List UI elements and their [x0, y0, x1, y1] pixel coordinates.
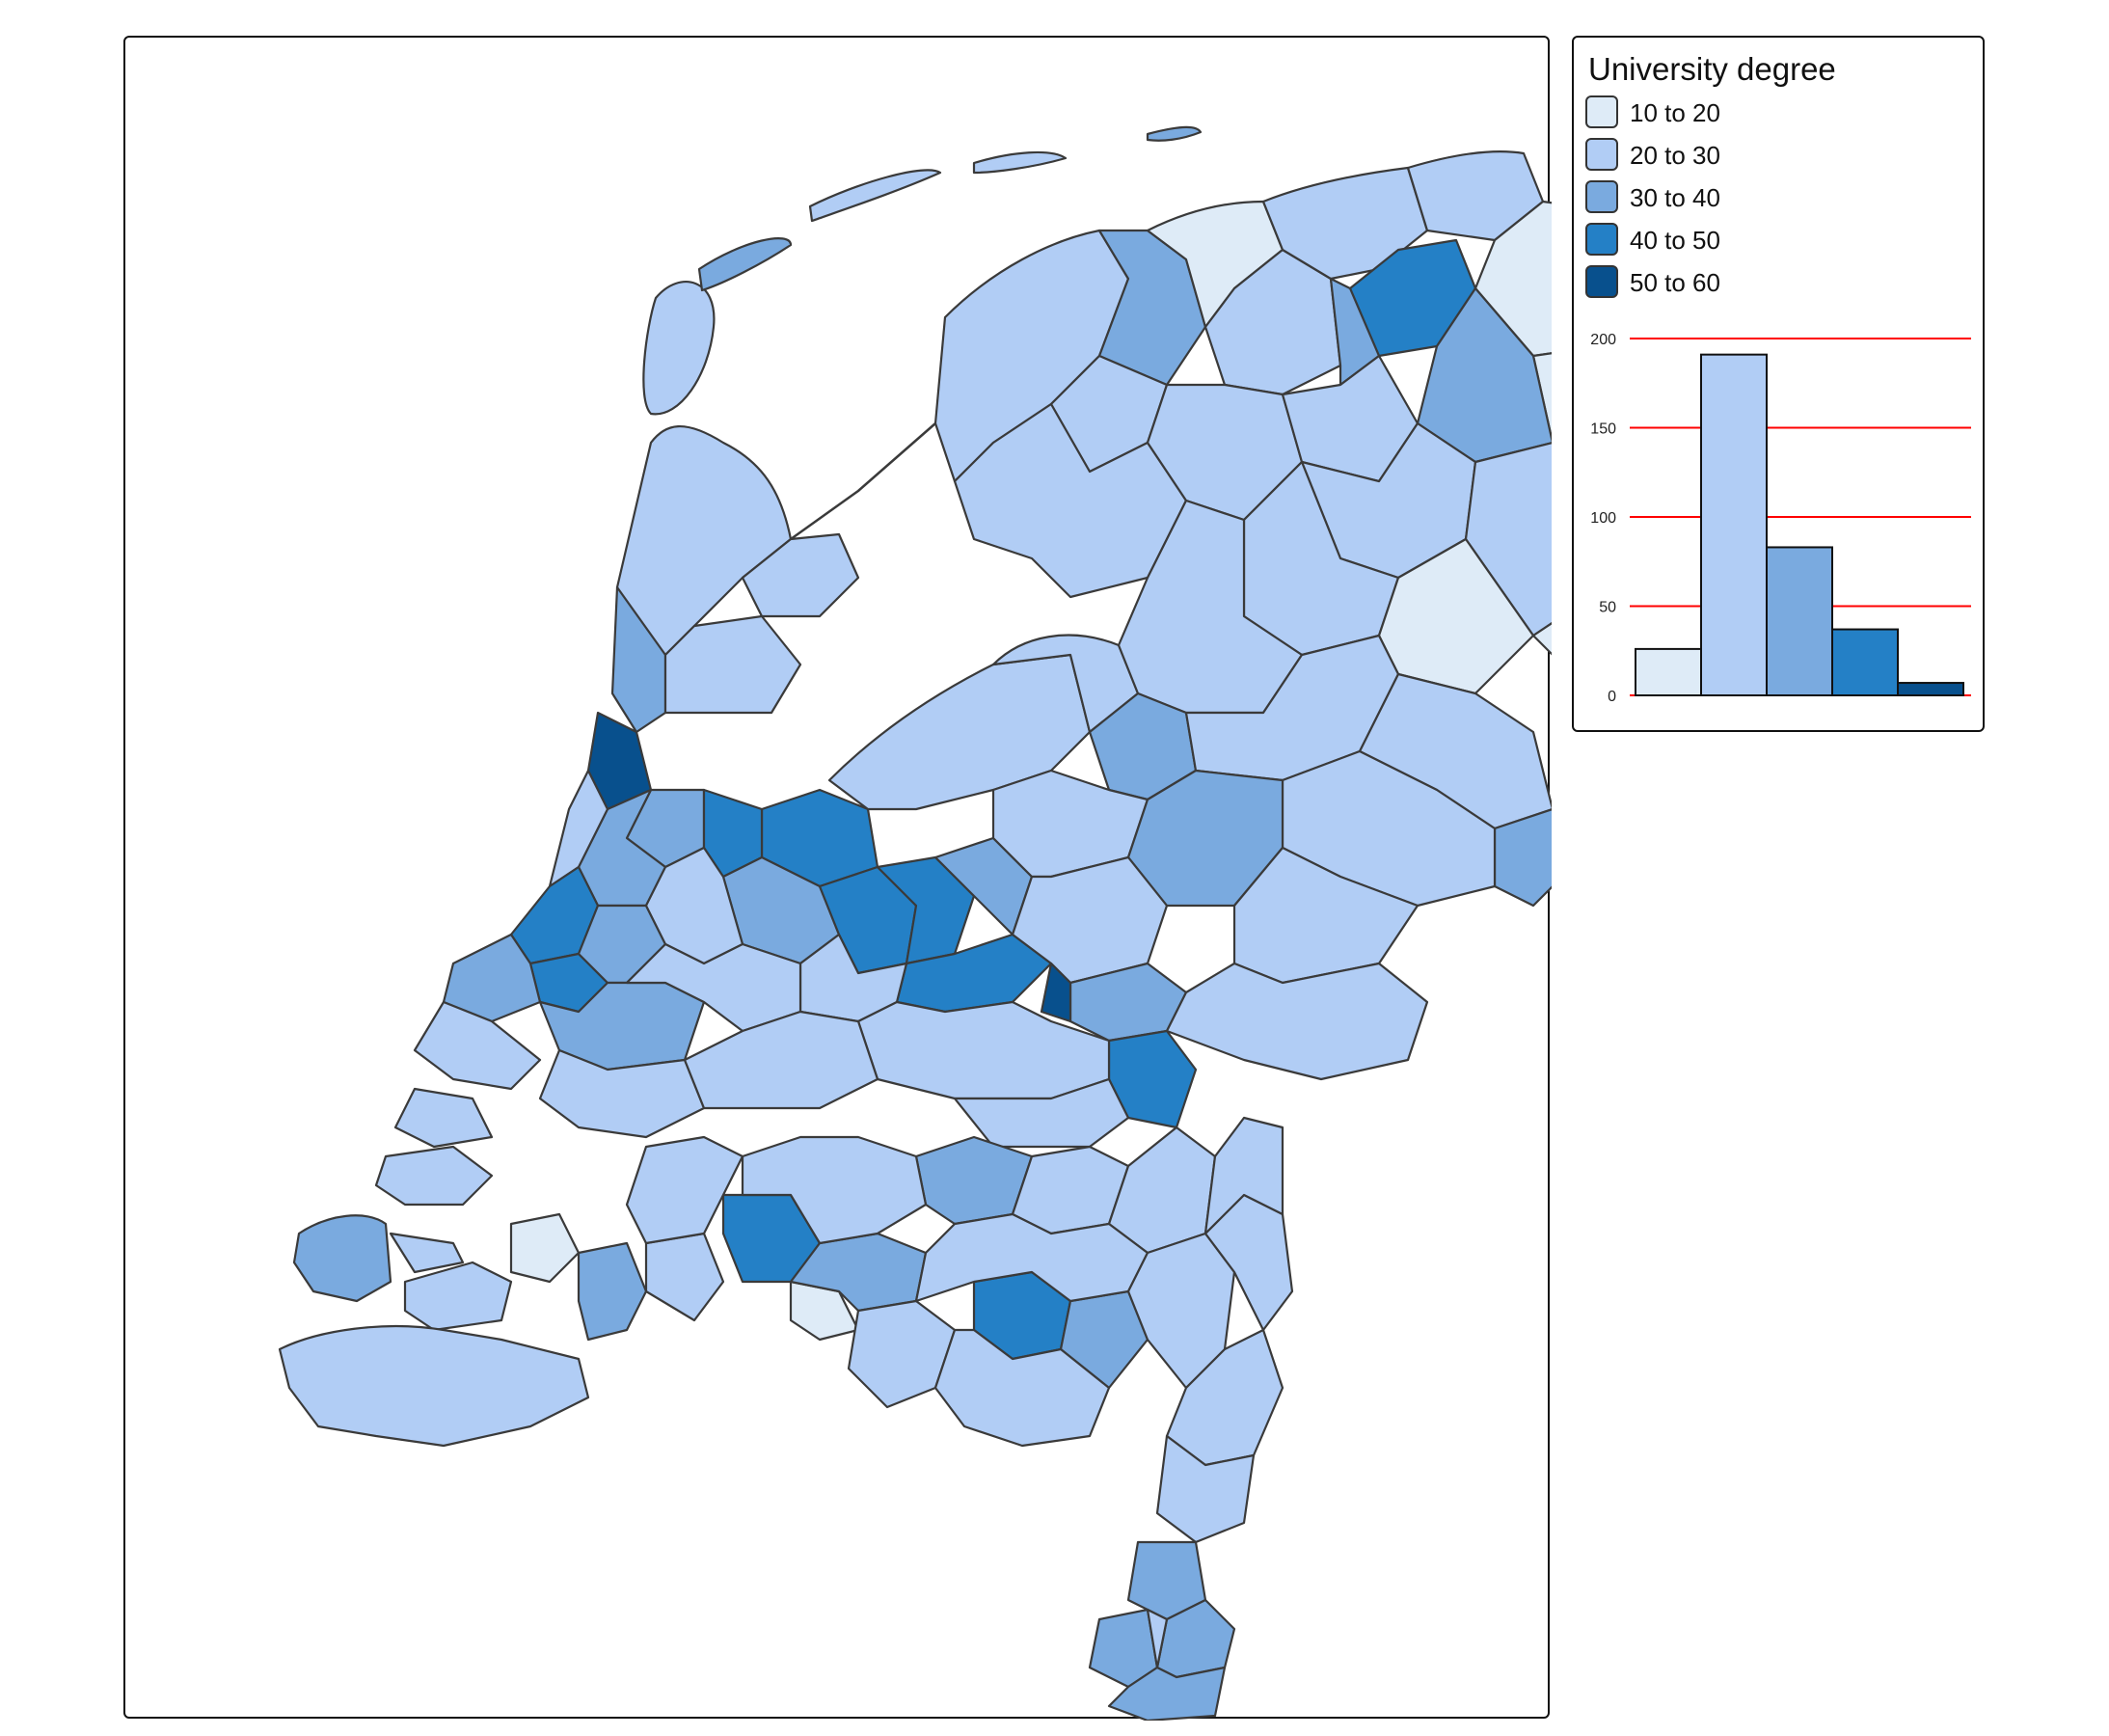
legend-swatch [1585, 180, 1618, 213]
region-alkmaar [610, 585, 667, 734]
region-schouwen [374, 1145, 494, 1207]
island-schiermonnikoog [1146, 125, 1203, 142]
region-achterhoek [1165, 962, 1429, 1081]
region-emmen [1531, 622, 1552, 656]
legend-swatch [1585, 138, 1618, 171]
histogram-bar-4 [1831, 628, 1899, 696]
region-walcheren [292, 1214, 392, 1303]
legend-item-50-60: 50 to 60 [1585, 265, 1971, 304]
y-tick-label: 150 [1590, 421, 1616, 438]
region-zuid-beveland [403, 1261, 513, 1332]
y-tick-label: 0 [1608, 689, 1616, 705]
y-tick-label: 50 [1599, 600, 1616, 616]
afsluitdijk [790, 422, 936, 541]
island-texel [642, 281, 716, 416]
region-roosendaal [644, 1232, 725, 1322]
region-drechtsteden [683, 1010, 879, 1110]
region-noord-beveland [389, 1232, 465, 1274]
legend-swatch [1585, 95, 1618, 128]
netherlands-municipality-map[interactable] [125, 38, 1552, 1721]
legend-title: University degree [1588, 51, 1836, 87]
legend-label: 20 to 30 [1630, 141, 1720, 170]
legend-label: 50 to 60 [1630, 268, 1720, 297]
y-tick-label: 100 [1590, 510, 1616, 527]
region-waalwijk [741, 1135, 928, 1245]
legend-histogram: 0 50 100 150 200 [1590, 332, 1971, 705]
legend-item-30-40: 30 to 40 [1585, 180, 1971, 219]
legend-label: 30 to 40 [1630, 183, 1720, 212]
island-terschelling [808, 169, 942, 223]
region-hoeksche-waard [538, 1048, 706, 1139]
region-heuvelland [1107, 1666, 1227, 1721]
region-rivierenland [856, 1000, 1111, 1100]
legend-swatch [1585, 223, 1618, 256]
island-ameland [972, 150, 1068, 175]
region-zeeuws-vlaanderen [278, 1324, 590, 1448]
region-uden [1107, 1126, 1217, 1255]
region-zaanstreek [663, 614, 802, 715]
region-roermond [1155, 1434, 1256, 1544]
region-noord-limburg [1203, 1116, 1284, 1235]
legend-item-10-20: 10 to 20 [1585, 95, 1971, 134]
legend-item-40-50: 40 to 50 [1585, 223, 1971, 261]
island-vlieland [697, 237, 793, 292]
map-frame [123, 36, 1552, 1721]
histogram-bar-3 [1766, 546, 1833, 696]
region-goeree [393, 1087, 494, 1149]
region-brabant-south [933, 1328, 1111, 1448]
region-apeldoorn [1126, 769, 1284, 908]
legend-swatch [1585, 265, 1618, 298]
legend-item-20-30: 20 to 30 [1585, 138, 1971, 176]
y-tick-label: 200 [1590, 332, 1616, 348]
region-voorne-putten [413, 1000, 542, 1091]
region-tholen [509, 1212, 581, 1284]
region-wageningen [1040, 962, 1072, 1023]
legend-label: 40 to 50 [1630, 226, 1720, 255]
histogram-bar-2 [1700, 353, 1768, 697]
region-bergen-op-zoom [577, 1241, 648, 1342]
legend-label: 10 to 20 [1630, 98, 1720, 127]
histogram-bar-5 [1897, 682, 1964, 696]
region-west-brabant [625, 1135, 744, 1245]
region-parkstad [1146, 1608, 1169, 1669]
histogram-bar-1 [1635, 647, 1702, 696]
legend-panel: University degree 10 to 20 20 to 30 30 t… [1572, 36, 1985, 732]
